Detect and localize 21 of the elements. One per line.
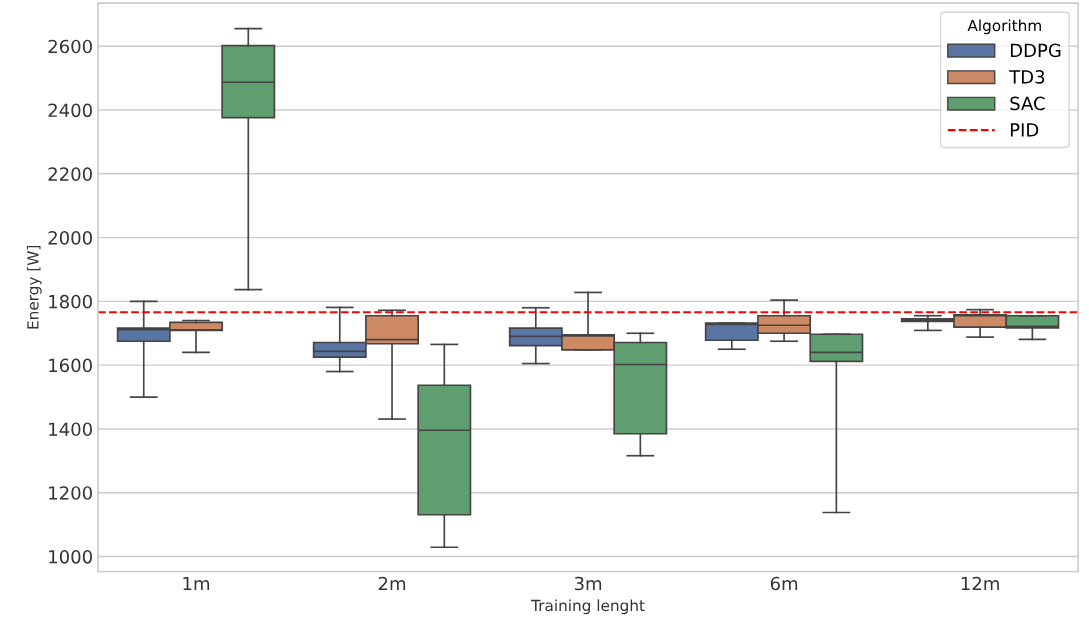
y-axis-title: Energy [W] bbox=[26, 245, 42, 329]
y-tick-label: 2400 bbox=[48, 103, 92, 118]
legend-label: SAC bbox=[1010, 96, 1045, 111]
legend-title: Algorithm bbox=[967, 19, 1041, 35]
legend-label: PID bbox=[1010, 123, 1039, 137]
x-tick-label: 2m bbox=[378, 576, 406, 591]
x-tick-label: 12m bbox=[961, 576, 999, 591]
y-tick-label: 1200 bbox=[49, 486, 92, 500]
y-tick-label: 1600 bbox=[49, 358, 92, 373]
x-tick-label: 3m bbox=[574, 576, 602, 591]
y-tick-label: 1000 bbox=[49, 549, 92, 564]
legend-label: TD3 bbox=[1009, 70, 1045, 84]
y-tick-label: 2000 bbox=[48, 231, 92, 245]
y-tick-label: 1800 bbox=[49, 294, 92, 309]
x-tick-label: 1m bbox=[183, 576, 210, 591]
y-tick-label: 1400 bbox=[49, 422, 92, 437]
legend-label: DDPG bbox=[1010, 43, 1061, 58]
y-tick-label: 2600 bbox=[48, 39, 92, 54]
y-tick-label: 2200 bbox=[48, 167, 92, 181]
x-tick-label: 6m bbox=[770, 576, 798, 591]
x-axis-title: Training lenght bbox=[531, 599, 645, 615]
